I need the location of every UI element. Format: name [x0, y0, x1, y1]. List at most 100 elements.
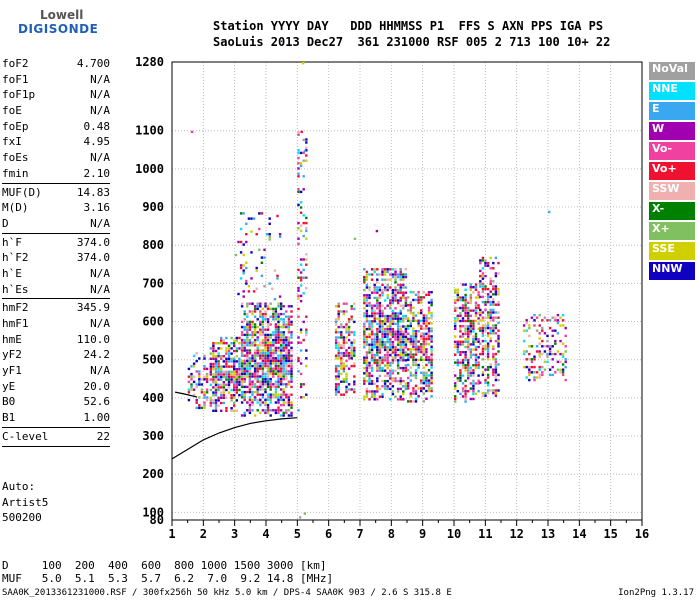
echo-point	[200, 406, 204, 410]
echo-point	[368, 390, 371, 393]
echo-point	[464, 325, 467, 328]
param-label: C-level	[2, 429, 49, 443]
echo-point	[420, 296, 423, 299]
echo-point	[370, 353, 374, 357]
echo-point	[285, 383, 288, 386]
echo-point	[492, 285, 495, 288]
echo-point	[259, 349, 262, 352]
echo-point	[253, 344, 257, 347]
echo-point	[402, 335, 405, 339]
echo-point	[541, 345, 544, 348]
echo-point	[420, 327, 423, 330]
echo-point	[404, 387, 408, 391]
echo-point	[347, 383, 351, 386]
echo-point	[251, 372, 254, 376]
echo-point	[486, 313, 490, 317]
echo-point	[370, 369, 374, 372]
param-label: B1	[2, 411, 16, 425]
echo-point	[396, 366, 400, 370]
echo-point	[248, 323, 252, 326]
x-tick-label: 6	[325, 527, 332, 541]
echo-point	[409, 343, 412, 346]
echo-point	[253, 375, 257, 378]
echo-point	[256, 367, 259, 370]
echo-point	[287, 318, 291, 321]
echo-point	[538, 355, 541, 358]
echo-point	[378, 286, 382, 289]
echo-point	[264, 411, 267, 415]
echo-point	[282, 367, 285, 370]
echo-point	[205, 398, 209, 402]
echo-point	[486, 342, 490, 345]
echo-point	[425, 327, 428, 330]
x-tick-label: 5	[294, 527, 301, 541]
echo-point	[412, 363, 415, 367]
echo-point	[394, 281, 397, 284]
echo-point	[430, 376, 433, 380]
echo-point	[256, 307, 259, 311]
echo-point	[230, 347, 233, 350]
echo-point	[370, 320, 374, 323]
echo-point	[477, 364, 480, 367]
echo-point	[543, 332, 547, 335]
echo-point	[248, 390, 252, 394]
echo-point	[264, 344, 267, 347]
echo-point	[287, 325, 291, 329]
echo-point	[404, 268, 408, 271]
echo-point	[279, 351, 283, 355]
echo-point	[376, 291, 379, 294]
echo-point	[246, 325, 249, 329]
echo-point	[227, 386, 231, 389]
echo-point	[486, 355, 490, 358]
echo-point	[469, 299, 472, 302]
echo-point	[373, 320, 376, 323]
echo-point	[350, 364, 353, 368]
echo-point	[287, 323, 291, 326]
echo-point	[272, 338, 275, 342]
echo-point	[456, 351, 459, 354]
echo-point	[274, 333, 278, 337]
echo-point	[412, 387, 415, 390]
echo-point	[430, 322, 433, 325]
echo-point	[409, 335, 412, 338]
echo-point	[274, 325, 278, 329]
echo-point	[399, 278, 402, 281]
echo-point	[420, 350, 423, 354]
echo-point	[251, 354, 254, 357]
echo-point	[243, 377, 246, 381]
echo-point	[464, 358, 467, 362]
legend-item-vo: Vo-	[649, 142, 695, 160]
echo-point	[256, 325, 259, 329]
echo-point	[394, 307, 397, 310]
echo-point	[261, 338, 265, 342]
echo-point	[472, 397, 475, 401]
echo-point	[285, 370, 288, 373]
echo-point	[422, 350, 425, 354]
echo-point	[297, 149, 300, 152]
echo-point	[342, 354, 346, 357]
echo-point	[564, 350, 567, 353]
echo-point	[274, 346, 278, 350]
echo-point	[396, 322, 400, 326]
echo-point	[425, 356, 428, 359]
echo-point	[251, 393, 254, 396]
echo-point	[268, 282, 271, 285]
echo-point	[198, 370, 201, 373]
param-label: fxI	[2, 135, 22, 149]
echo-point	[297, 276, 300, 279]
echo-point	[564, 360, 567, 364]
echo-point	[334, 346, 338, 350]
echo-point	[402, 314, 405, 318]
echo-point	[253, 331, 257, 334]
echo-point	[217, 386, 220, 389]
echo-point	[279, 372, 283, 376]
echo-point	[251, 344, 254, 347]
echo-point	[251, 331, 254, 334]
echo-point	[340, 364, 343, 368]
echo-point	[376, 304, 379, 307]
echo-point	[251, 364, 254, 368]
echo-point	[528, 365, 531, 369]
echo-point	[266, 344, 270, 347]
echo-point	[227, 355, 231, 358]
echo-point	[233, 378, 236, 381]
